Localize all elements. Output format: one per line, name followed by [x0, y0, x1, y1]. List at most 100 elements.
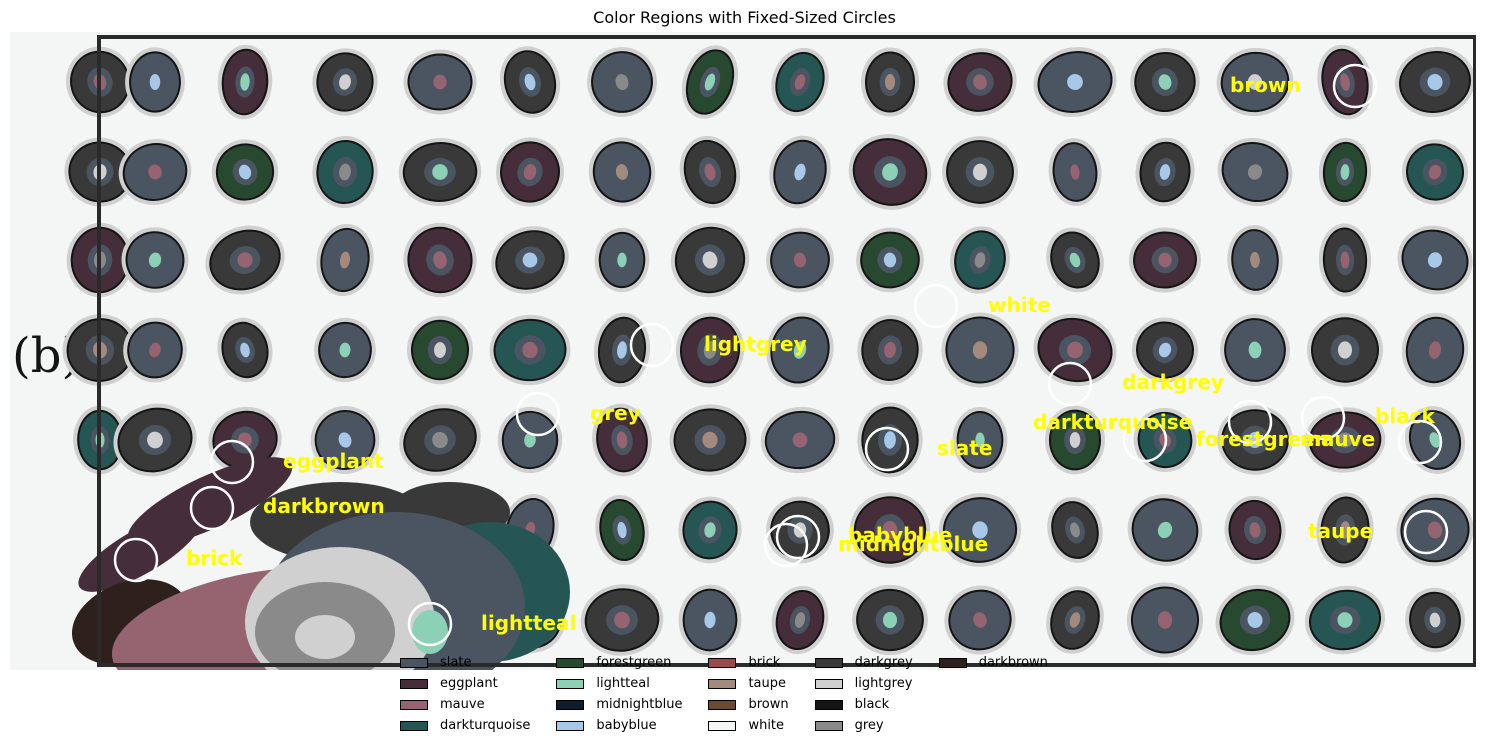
cell — [760, 406, 840, 474]
cell — [1318, 223, 1372, 297]
cell — [941, 312, 1019, 388]
annotation-brick: brick — [113, 537, 243, 583]
annotation-circle — [1227, 399, 1273, 445]
legend-swatch — [400, 720, 428, 731]
cell — [592, 403, 652, 477]
legend-empty — [939, 717, 1048, 734]
legend-label: forestgreen — [596, 655, 672, 670]
cell — [123, 317, 187, 383]
cell — [1316, 492, 1374, 568]
cell — [675, 312, 745, 388]
annotation-circle — [407, 601, 453, 647]
cell — [669, 404, 751, 476]
legend-label: babyblue — [596, 718, 657, 733]
legend-item-brick: brick — [708, 654, 788, 671]
annotation-black: black — [1300, 395, 1436, 441]
legend-swatch — [814, 678, 843, 689]
cell — [952, 407, 1008, 473]
legend-label: midnightblue — [596, 697, 683, 712]
cell — [497, 406, 563, 474]
cell — [771, 47, 829, 117]
annotation-circle — [515, 391, 561, 437]
cell — [848, 134, 932, 210]
cell — [1135, 137, 1195, 207]
annotation-label: taupe — [1308, 519, 1373, 543]
annotation-circle — [113, 537, 159, 583]
cell — [856, 227, 924, 293]
cell — [950, 226, 1010, 294]
figure-title: Color Regions with Fixed-Sized Circles — [593, 8, 896, 27]
annotations-layer: brown white lightgrey darkgrey grey darkturqu… — [113, 63, 1449, 647]
cell — [1217, 137, 1293, 207]
cell — [1304, 585, 1386, 655]
legend-item-grey: grey — [814, 717, 913, 734]
annotation-grey: grey — [515, 391, 641, 437]
cell — [766, 312, 834, 388]
cell — [860, 47, 920, 117]
cell — [580, 584, 664, 656]
cell — [942, 136, 1018, 208]
cell — [205, 225, 285, 295]
cell — [125, 47, 185, 117]
cell — [1216, 47, 1294, 117]
annotation-circle — [1332, 63, 1378, 109]
cell — [1048, 138, 1102, 206]
annotation-lightteal: lightteal — [407, 601, 576, 647]
legend-item-taupe: taupe — [708, 675, 788, 692]
annotation-circle — [209, 439, 255, 485]
annotation-label: mauve — [1300, 427, 1375, 451]
cell — [1215, 584, 1295, 656]
legend-swatch — [814, 657, 843, 668]
legend-label: darkgrey — [854, 655, 913, 670]
annotation-white: white — [913, 283, 1051, 329]
cell — [944, 585, 1016, 655]
cell — [208, 406, 282, 474]
cell — [849, 492, 931, 568]
legend-label: taupe — [748, 676, 787, 691]
annotation-darkgrey: darkgrey — [1047, 361, 1224, 407]
image-frame — [97, 35, 1476, 667]
annotation-label: slate — [937, 436, 992, 460]
cell — [496, 137, 564, 207]
legend-swatch — [938, 657, 967, 668]
annotation-label: black — [1375, 404, 1436, 428]
legend-swatch — [708, 699, 737, 710]
cell — [766, 227, 834, 293]
cell — [312, 48, 378, 116]
legend-label: grey — [854, 718, 884, 733]
annotation-label: lightgrey — [704, 332, 807, 356]
annotation-label: babyblue — [848, 523, 952, 547]
legend-label: mauve — [440, 697, 485, 712]
legend-item-black: black — [814, 696, 913, 713]
annotation-circle — [763, 522, 809, 568]
legend-item-darkbrown: darkbrown — [938, 654, 1048, 671]
cell — [1046, 227, 1104, 293]
cell — [403, 49, 477, 115]
legend-item-slate: slate — [400, 654, 530, 671]
annotation-circle — [1403, 509, 1449, 555]
cell — [1404, 406, 1466, 474]
annotation-label: brown — [1230, 73, 1301, 97]
cell — [1129, 227, 1201, 293]
legend-swatch — [400, 678, 428, 689]
legend-swatch — [556, 720, 585, 731]
annotation-circle — [1122, 417, 1168, 463]
legend-label: brick — [748, 655, 781, 670]
annotation-circle — [913, 283, 959, 329]
cell — [314, 317, 376, 383]
annotation-label: darkbrown — [263, 494, 385, 518]
legend-item-midnightblue: midnightblue — [556, 696, 682, 713]
cell — [678, 496, 742, 564]
legend-swatch — [556, 678, 585, 689]
annotation-mauve: mauve — [1300, 419, 1443, 465]
annotation-label: brick — [186, 546, 243, 570]
legend-label: darkturquoise — [440, 718, 531, 733]
legend-swatch — [400, 657, 428, 668]
cell — [217, 317, 273, 383]
legend-swatch — [814, 699, 843, 710]
cell — [1395, 46, 1475, 118]
legend-label: eggplant — [440, 676, 498, 691]
annotation-label: lightteal — [481, 611, 576, 635]
annotation-circle — [1397, 419, 1443, 465]
cell — [771, 585, 829, 655]
